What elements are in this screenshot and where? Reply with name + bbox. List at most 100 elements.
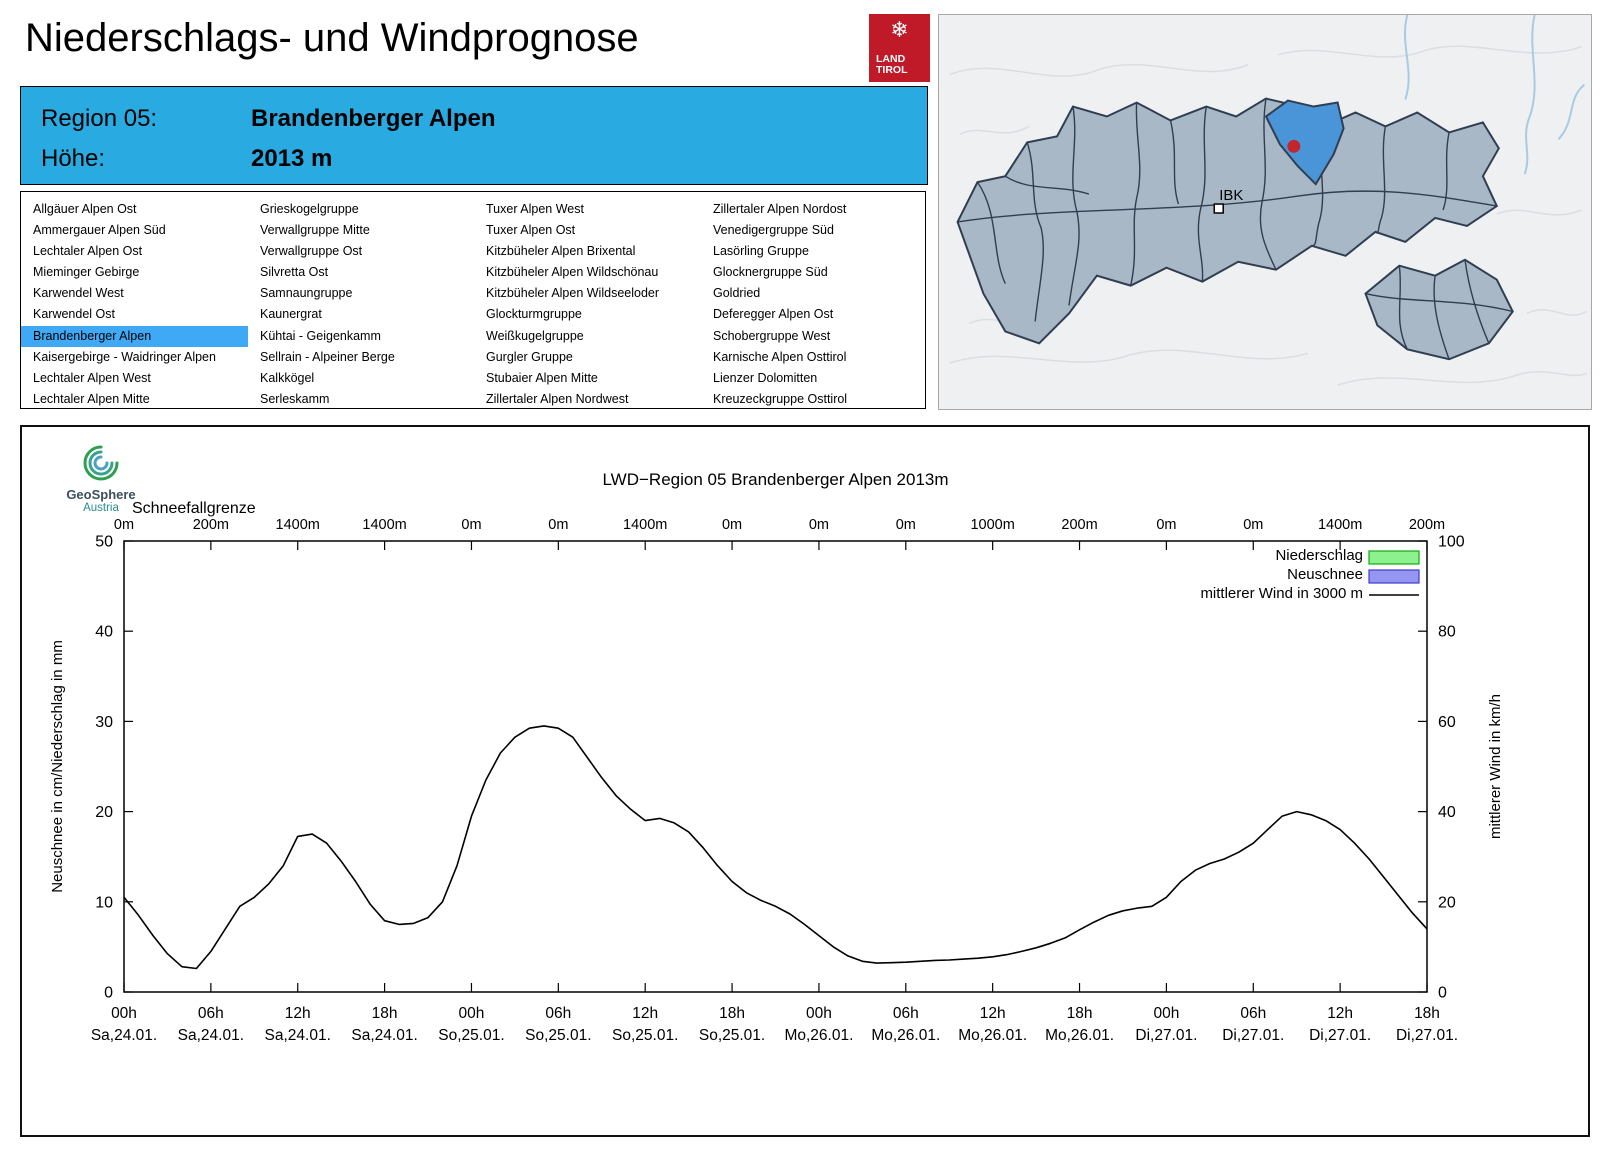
region-list-item[interactable]: Lechtaler Alpen Mitte: [33, 391, 150, 406]
xtick-date: Sa,24.01.: [91, 1027, 157, 1044]
region-list-column-4: Zillertaler Alpen Nordost Venedigergruppe…: [701, 199, 925, 410]
region-list-item[interactable]: Verwallgruppe Mitte: [260, 223, 370, 238]
region-list-item[interactable]: Kaunergrat: [260, 307, 322, 322]
region-list-item[interactable]: Tuxer Alpen Ost: [486, 223, 576, 238]
map-region-brandenberger-alpen[interactable]: [1264, 99, 1345, 186]
region-list-item[interactable]: Verwallgruppe Ost: [260, 244, 363, 259]
ytick-right: 80: [1438, 624, 1456, 641]
xtick-time: 12h: [1327, 1005, 1353, 1022]
snowline-value: 0m: [722, 517, 742, 533]
snowline-value: 0m: [461, 517, 481, 533]
xtick-time: 00h: [111, 1005, 137, 1022]
region-list-item[interactable]: Karnische Alpen Osttirol: [713, 349, 847, 364]
region-list-item[interactable]: Kitzbüheler Alpen Brixental: [486, 244, 636, 259]
ylabel-left: Neuschnee in cm/Niederschlag in mm: [49, 640, 66, 893]
xtick-time: 18h: [719, 1005, 745, 1022]
map-east-borders: [1365, 259, 1513, 360]
ytick-right: 100: [1438, 534, 1465, 551]
region-list-item[interactable]: Schobergruppe West: [713, 328, 831, 343]
region-list-item[interactable]: Kalkkögel: [260, 370, 315, 385]
xtick-date: Sa,24.01.: [178, 1027, 244, 1044]
map-north-tirol[interactable]: [956, 97, 1500, 345]
region-list-item[interactable]: Lechtaler Alpen West: [33, 370, 151, 385]
region-list-item[interactable]: Gurgler Gruppe: [486, 349, 573, 364]
region-list-item[interactable]: Kühtai - Geigenkamm: [260, 328, 381, 343]
region-list-item[interactable]: Karwendel Ost: [33, 307, 115, 322]
geosphere-name: GeoSphere: [66, 487, 136, 502]
xtick-time: 00h: [806, 1005, 832, 1022]
map-region-borders: [957, 98, 1497, 322]
snowline-value: 0m: [548, 517, 568, 533]
xtick-date: Di,27.01.: [1309, 1027, 1371, 1044]
region-list-item[interactable]: Glocknergruppe Süd: [713, 265, 828, 280]
legend-label: Niederschlag: [1275, 547, 1363, 564]
region-list-item[interactable]: Mieminger Gebirge: [33, 265, 140, 280]
region-list-item[interactable]: Ammergauer Alpen Süd: [33, 223, 166, 238]
ytick-right: 60: [1438, 714, 1456, 731]
region-list-item[interactable]: Samnaungruppe: [260, 286, 353, 301]
legend-swatch: [1368, 569, 1420, 584]
snowline-value: 0m: [114, 517, 134, 533]
xtick-date: Sa,24.01.: [351, 1027, 417, 1044]
xtick-time: 06h: [198, 1005, 224, 1022]
region-list-item[interactable]: Venedigergruppe Süd: [713, 223, 834, 238]
region-label: Region 05:: [41, 105, 158, 132]
snowline-value: 1400m: [362, 517, 406, 533]
snowline-value: 1000m: [970, 517, 1014, 533]
xtick-time: 06h: [1240, 1005, 1266, 1022]
region-list-item[interactable]: Zillertaler Alpen Nordwest: [486, 391, 629, 406]
xtick-time: 12h: [632, 1005, 658, 1022]
snowline-value: 200m: [1409, 517, 1445, 533]
snowline-value: 1400m: [623, 517, 667, 533]
region-list-column-3: Tuxer Alpen West Tuxer Alpen Ost Kitzbühel…: [474, 199, 701, 410]
ytick-right: 20: [1438, 894, 1456, 911]
region-list-item[interactable]: Kitzbüheler Alpen Wildschönau: [486, 265, 659, 280]
snowline-value: 200m: [1061, 517, 1097, 533]
station-marker: [1287, 139, 1301, 153]
snowflake-icon: ❄: [890, 17, 909, 42]
map-rivers: [1403, 15, 1586, 175]
ytick-left: 10: [95, 894, 113, 911]
snowline-label: Schneefallgrenze: [132, 500, 256, 517]
region-list-item[interactable]: Zillertaler Alpen Nordost: [713, 202, 847, 216]
region-list-item[interactable]: Kitzbüheler Alpen Wildseeloder: [486, 286, 660, 301]
region-list-item[interactable]: Sellrain - Alpeiner Berge: [260, 349, 395, 364]
region-list-item[interactable]: Allgäuer Alpen Ost: [33, 202, 137, 216]
geosphere-icon: [83, 445, 119, 481]
xtick-time: 18h: [1067, 1005, 1093, 1022]
region-list-item[interactable]: Goldried: [713, 286, 761, 301]
geosphere-sub: Austria: [83, 502, 119, 514]
region-header: Region 05: Brandenberger Alpen Höhe: 201…: [20, 86, 928, 185]
region-list: Allgäuer Alpen Ost Ammergauer Alpen Süd Le…: [20, 191, 926, 409]
xtick-time: 12h: [285, 1005, 311, 1022]
region-list-item[interactable]: Stubaier Alpen Mitte: [486, 370, 598, 385]
region-list-item[interactable]: Kaisergebirge - Waidringer Alpen: [33, 349, 216, 364]
region-list-item[interactable]: Glockturmgruppe: [486, 307, 582, 322]
region-list-item[interactable]: Silvretta Ost: [260, 265, 329, 280]
page-title: Niederschlags- und Windprognose: [25, 16, 639, 60]
xtick-time: 00h: [459, 1005, 485, 1022]
region-list-item[interactable]: Serleskamm: [260, 391, 330, 406]
region-list-item[interactable]: Karwendel West: [33, 286, 124, 301]
region-list-item[interactable]: Kreuzeckgruppe Osttirol: [713, 391, 848, 406]
legend-label: mittlerer Wind in 3000 m: [1200, 585, 1363, 602]
snowline-value: 1400m: [1318, 517, 1362, 533]
xtick-date: Mo,26.01.: [784, 1027, 853, 1044]
xtick-date: So,25.01.: [525, 1027, 591, 1044]
xtick-date: Sa,24.01.: [265, 1027, 331, 1044]
region-list-item[interactable]: Deferegger Alpen Ost: [713, 307, 834, 322]
region-list-item-selected[interactable]: Brandenberger Alpen: [21, 325, 248, 347]
land-tirol-logo: ❄ LAND TIROL: [869, 14, 930, 82]
region-list-item[interactable]: Lasörling Gruppe: [713, 244, 809, 259]
region-list-item[interactable]: Tuxer Alpen West: [486, 202, 584, 216]
region-list-item[interactable]: Weißkugelgruppe: [486, 328, 584, 343]
xtick-date: Di,27.01.: [1135, 1027, 1197, 1044]
xtick-date: Di,27.01.: [1222, 1027, 1284, 1044]
region-list-item[interactable]: Lienzer Dolomitten: [713, 370, 818, 385]
snowline-value: 1400m: [276, 517, 320, 533]
xtick-time: 18h: [1414, 1005, 1440, 1022]
region-list-item[interactable]: Lechtaler Alpen Ost: [33, 244, 143, 259]
ytick-left: 30: [95, 714, 113, 731]
tirol-region-map[interactable]: IBK: [939, 15, 1591, 409]
region-list-item[interactable]: Grieskogelgruppe: [260, 202, 359, 216]
